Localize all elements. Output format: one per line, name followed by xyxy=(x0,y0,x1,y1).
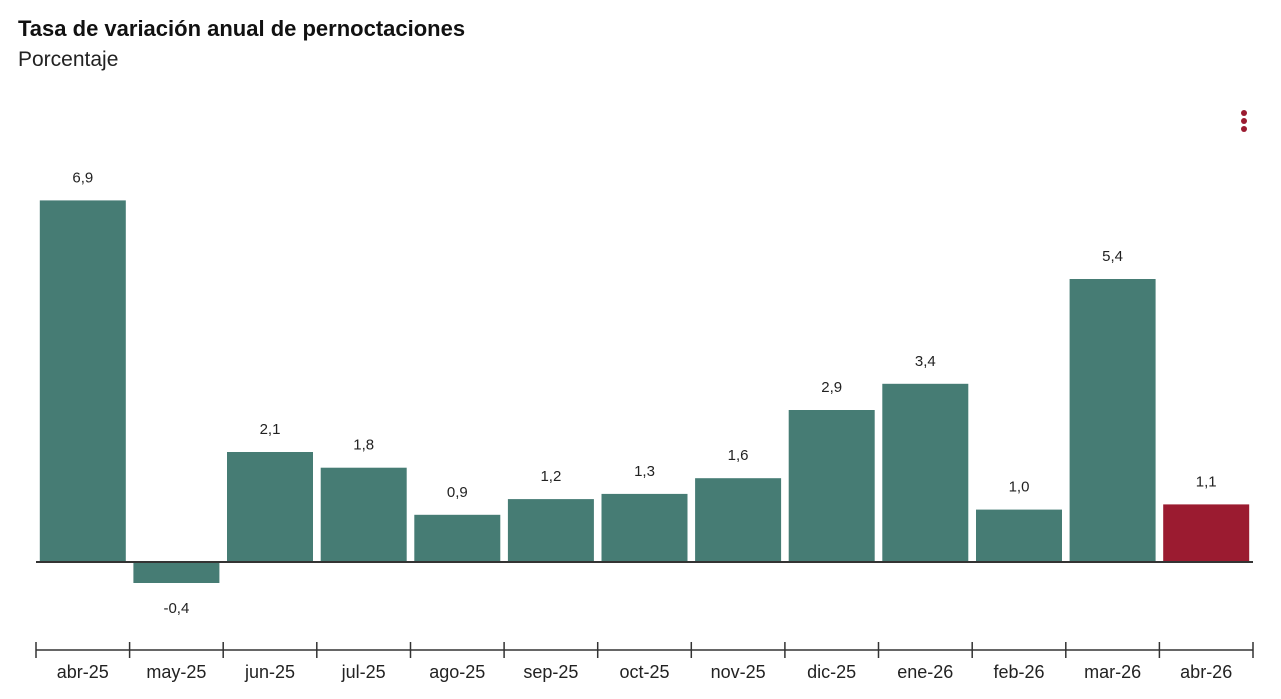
bar-feb-26[interactable] xyxy=(976,509,1062,562)
chart-subtitle: Porcentaje xyxy=(18,48,119,71)
data-label: 1,6 xyxy=(728,447,749,464)
data-label: 2,9 xyxy=(821,379,842,396)
x-tick-label: oct-25 xyxy=(619,662,669,682)
bar-jul-25[interactable] xyxy=(320,467,407,562)
chart-title: Tasa de variación anual de pernoctacione… xyxy=(18,16,466,41)
x-tick-label: ene-26 xyxy=(897,662,953,682)
data-label: 1,8 xyxy=(353,437,374,454)
data-label: 1,1 xyxy=(1196,473,1217,490)
bar-ene-26[interactable] xyxy=(882,383,969,562)
bar-abr-25[interactable] xyxy=(39,200,126,562)
x-tick-label: mar-26 xyxy=(1084,662,1141,682)
bar-abr-26[interactable] xyxy=(1163,504,1250,562)
bar-may-25[interactable] xyxy=(133,562,220,583)
more-vertical-icon xyxy=(1241,110,1247,116)
more-vertical-icon-dot xyxy=(1241,118,1247,124)
x-tick-label: jun-25 xyxy=(244,662,295,682)
data-label: -0,4 xyxy=(163,600,189,617)
chart-menu-button[interactable] xyxy=(1234,108,1254,134)
data-label: 1,3 xyxy=(634,463,655,480)
bar-mar-26[interactable] xyxy=(1069,279,1156,562)
x-tick-label: jul-25 xyxy=(341,662,386,682)
data-label: 1,0 xyxy=(1009,479,1030,496)
data-label: 6,9 xyxy=(72,169,93,186)
data-label: 1,2 xyxy=(540,468,561,485)
bar-oct-25[interactable] xyxy=(601,493,688,562)
bar-jun-25[interactable] xyxy=(227,452,313,562)
data-label: 2,1 xyxy=(260,421,281,438)
bar-nov-25[interactable] xyxy=(695,478,782,562)
x-tick-label: sep-25 xyxy=(523,662,578,682)
x-tick-label: nov-25 xyxy=(711,662,766,682)
x-tick-label: may-25 xyxy=(146,662,206,682)
x-tick-label: abr-25 xyxy=(57,662,109,682)
x-tick-label: abr-26 xyxy=(1180,662,1232,682)
bar-dic-25[interactable] xyxy=(788,410,875,562)
data-label: 3,4 xyxy=(915,353,936,370)
bar-ago-25[interactable] xyxy=(414,514,501,562)
data-label: 0,9 xyxy=(447,484,468,501)
more-vertical-icon-dot xyxy=(1241,126,1247,132)
x-tick-label: feb-26 xyxy=(993,662,1044,682)
bar-sep-25[interactable] xyxy=(507,499,594,562)
x-tick-label: ago-25 xyxy=(429,662,485,682)
data-label: 5,4 xyxy=(1102,248,1123,265)
x-tick-label: dic-25 xyxy=(807,662,856,682)
